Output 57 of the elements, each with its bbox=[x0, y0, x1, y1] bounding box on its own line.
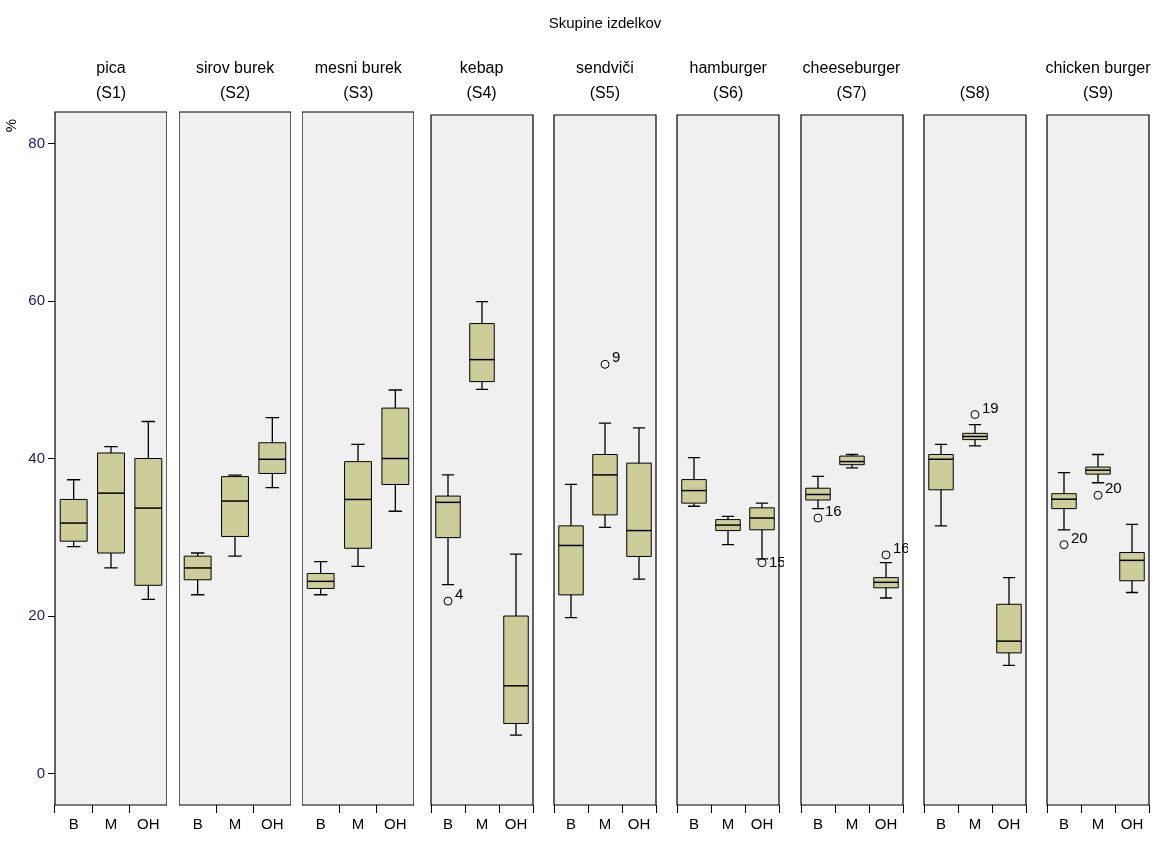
chart-subtitle: (S6) bbox=[713, 84, 744, 101]
y-tick-label: 40 bbox=[28, 448, 45, 466]
chart-subtitle: (S7) bbox=[836, 84, 867, 101]
chart-title: pica bbox=[96, 59, 126, 76]
y-tick-label: 60 bbox=[28, 291, 45, 309]
chart-title: sendviči bbox=[575, 59, 634, 76]
annotation: 4 bbox=[454, 585, 463, 603]
x-tick-label: OH bbox=[1120, 815, 1144, 833]
x-tick-label: B bbox=[1059, 815, 1070, 833]
x-tick-label: B bbox=[68, 815, 79, 833]
x-tick-label: OH bbox=[874, 815, 897, 833]
chart-subtitle: (S8) bbox=[959, 84, 990, 101]
chart-title: hamburger bbox=[689, 59, 767, 76]
x-tick-label: OH bbox=[137, 815, 160, 833]
chart-subtitle: (S5) bbox=[589, 84, 620, 101]
y-tick-label: 80 bbox=[28, 133, 45, 151]
x-tick-label: M bbox=[104, 815, 118, 833]
x-tick-label: B bbox=[935, 815, 946, 833]
x-tick-label: M bbox=[598, 815, 612, 833]
chart-subtitle: (S2) bbox=[219, 84, 251, 101]
x-tick-label: M bbox=[475, 815, 488, 833]
x-tick-label: M bbox=[845, 815, 858, 833]
x-tick-label: M bbox=[968, 815, 982, 833]
x-tick-label: M bbox=[352, 815, 365, 833]
x-tick-label: M bbox=[228, 815, 242, 833]
x-tick-label: B bbox=[442, 815, 453, 833]
annotation: 20 bbox=[1071, 528, 1088, 546]
chart-subtitle: (S9) bbox=[1082, 84, 1114, 101]
x-tick-label: B bbox=[689, 815, 700, 833]
x-tick-label: OH bbox=[750, 815, 774, 833]
x-tick-label: B bbox=[192, 815, 203, 833]
x-tick-label: B bbox=[565, 815, 576, 833]
y-axis-title: % bbox=[2, 118, 20, 133]
chart-subtitle: (S3) bbox=[343, 84, 374, 101]
y-tick-label: 20 bbox=[28, 606, 45, 624]
x-tick-label: M bbox=[721, 815, 735, 833]
chart-subtitle: (S1) bbox=[95, 84, 127, 101]
x-tick-label: M bbox=[1091, 815, 1105, 833]
chart-title: kebap bbox=[459, 59, 504, 76]
x-tick-label: B bbox=[315, 815, 326, 833]
x-tick-label: OH bbox=[997, 815, 1021, 833]
chart-title: sirov burek bbox=[195, 59, 275, 76]
x-tick-label: OH bbox=[261, 815, 284, 833]
annotation: 9 bbox=[611, 348, 621, 366]
y-tick-label: 0 bbox=[36, 763, 45, 781]
chart-title: mesni burek bbox=[314, 59, 402, 76]
chart-subtitle: (S4) bbox=[466, 84, 497, 101]
annotation: 20 bbox=[1105, 479, 1122, 497]
annotation: 19 bbox=[981, 398, 999, 416]
x-tick-label: B bbox=[812, 815, 823, 833]
x-tick-label: OH bbox=[384, 815, 407, 833]
annotation: 16 bbox=[824, 502, 842, 520]
x-tick-label: OH bbox=[627, 815, 651, 833]
text: Skupine izdelkov bbox=[547, 14, 663, 31]
chart-title: cheeseburger bbox=[802, 59, 901, 76]
chart-title: chicken burger bbox=[1045, 59, 1151, 76]
x-tick-label: OH bbox=[504, 815, 527, 833]
